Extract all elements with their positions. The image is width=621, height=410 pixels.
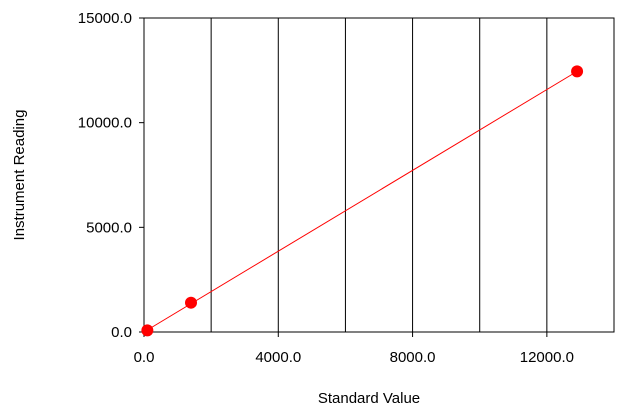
- data-point-0-1: [185, 296, 197, 309]
- x-tick-label-2: 8000.0: [390, 349, 436, 366]
- plot-area: 0.0 4000.0 8000.0 12000.0 0.0 5000.0 10000.0 15…: [78, 10, 615, 366]
- data-point-0-2: [571, 65, 584, 78]
- gridlines: [143, 18, 615, 332]
- plot-frame: [143, 17, 615, 333]
- x-tick-label-3: 12000.0: [520, 349, 574, 366]
- y-tick-label-2: 10000.0: [78, 115, 132, 132]
- x-tick-label-0: 0.0: [134, 349, 155, 366]
- axis-ticks: 0.0 4000.0 8000.0 12000.0 0.0 5000.0 10000.0 15…: [78, 10, 574, 366]
- x-tick-label-1: 4000.0: [255, 349, 301, 366]
- x-axis-title: Standard Value: [318, 390, 420, 407]
- data-points: [141, 65, 584, 337]
- fit-line: [143, 70, 578, 333]
- y-axis-title: Instrument Reading: [11, 110, 28, 241]
- fit-line-layer: [143, 70, 578, 333]
- data-point-0-0: [141, 324, 154, 337]
- y-tick-label-3: 15000.0: [78, 10, 132, 27]
- y-tick-label-1: 5000.0: [86, 219, 132, 236]
- y-tick-label-0: 0.0: [111, 324, 132, 341]
